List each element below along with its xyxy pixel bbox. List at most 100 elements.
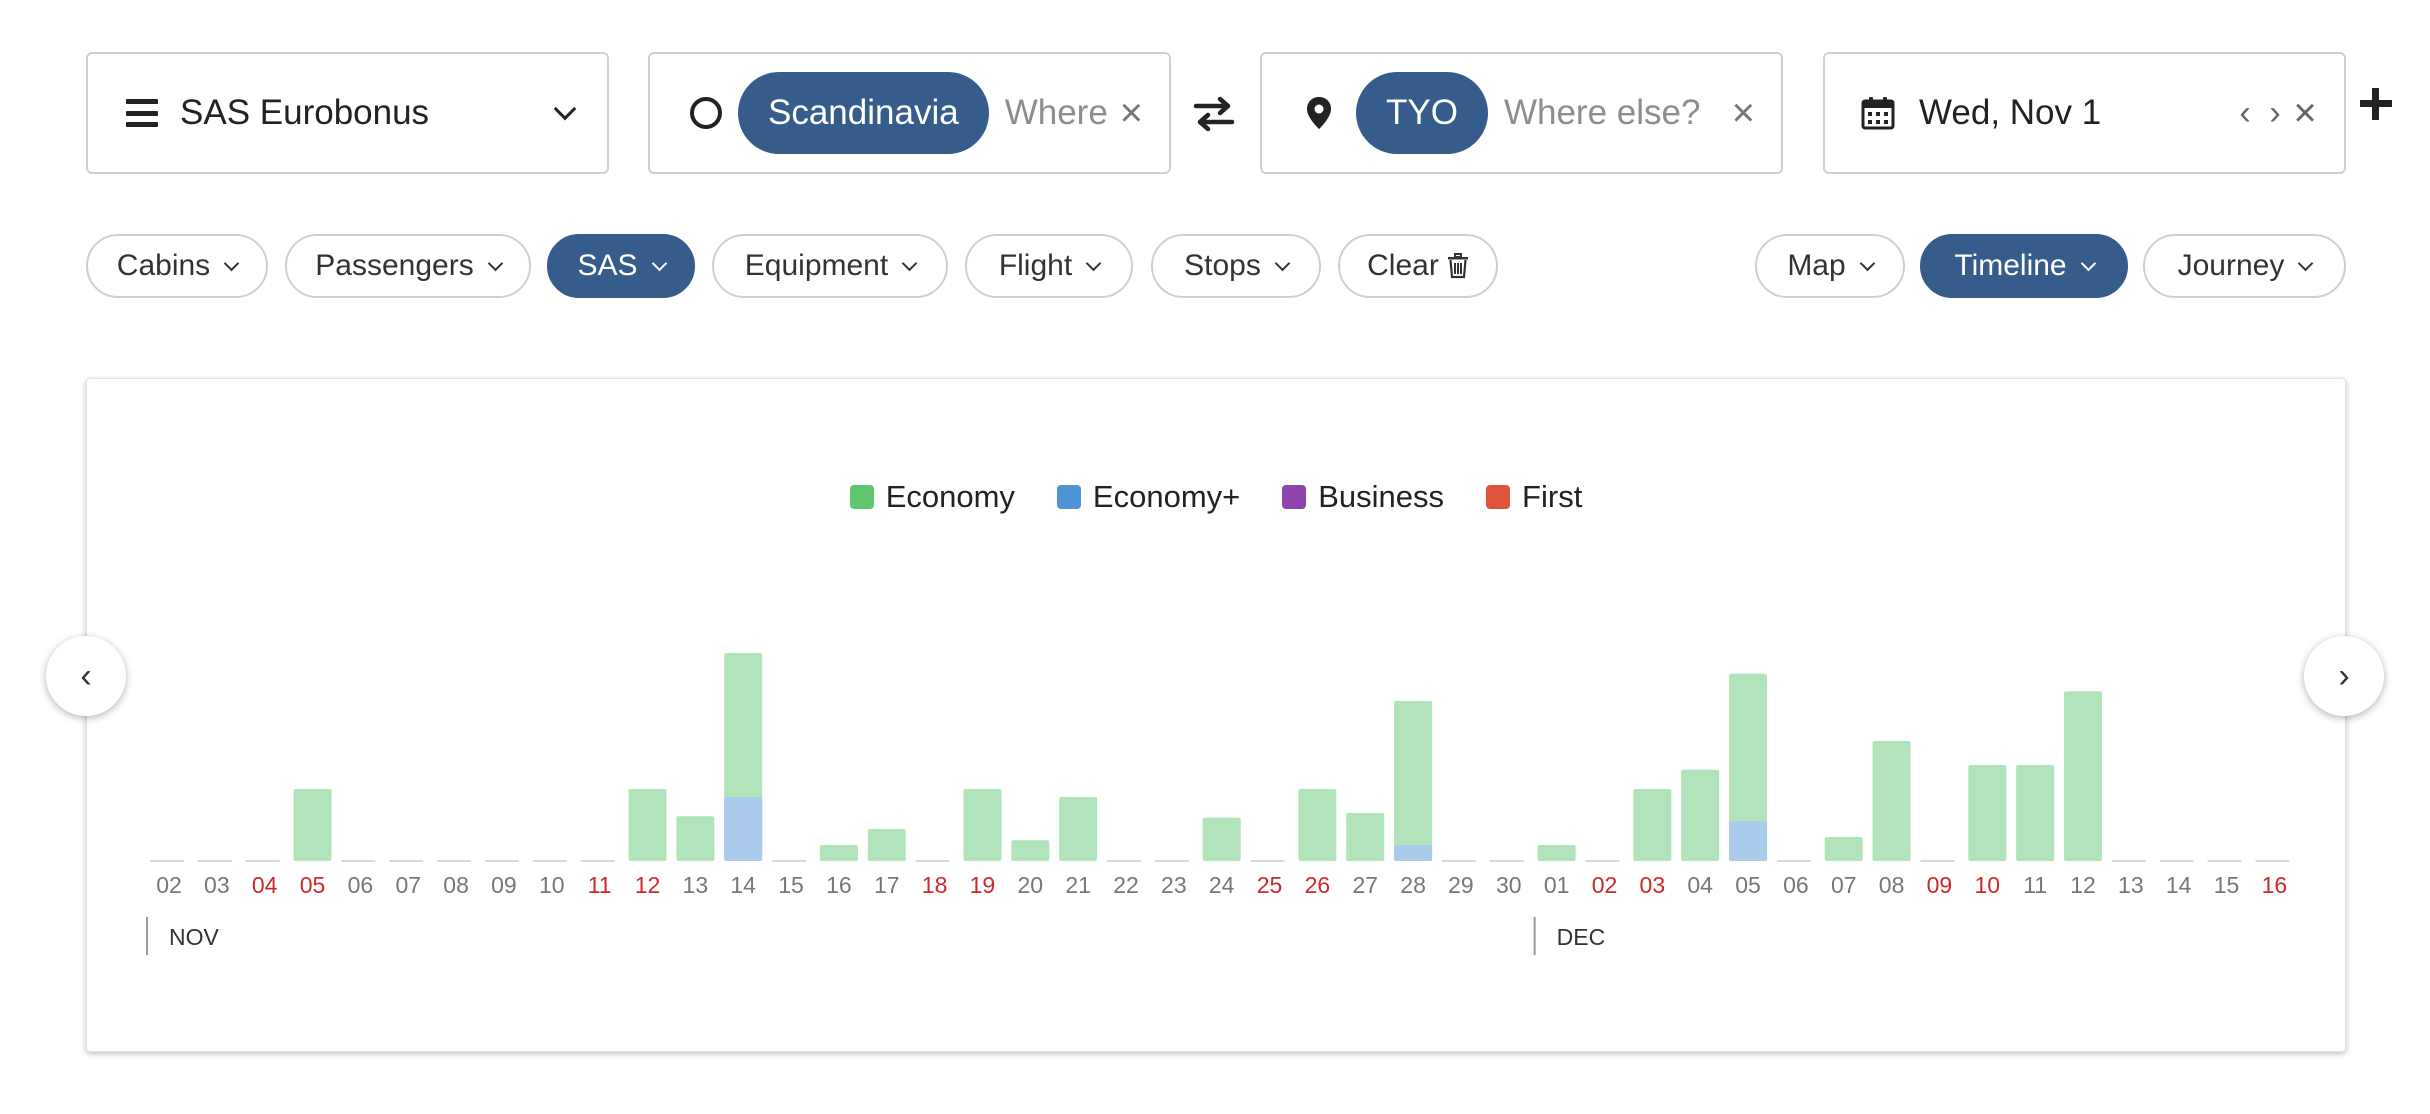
timeline-chart-card: 02 03 04 05 06 07 08 09 10 11 12 13 14 15 16 17 18 19 20 21… (86, 378, 2346, 1052)
month-label: NOV (169, 924, 220, 950)
trash-icon (1447, 253, 1468, 279)
bar-economy[interactable] (1202, 817, 1241, 861)
passengers-filter[interactable]: Passengers (285, 234, 531, 298)
clear-filters-button[interactable]: Clear (1338, 234, 1498, 298)
equipment-filter[interactable]: Equipment (712, 234, 948, 298)
bar-economy[interactable] (628, 789, 667, 861)
cabins-filter[interactable]: Cabins (86, 234, 268, 298)
bar-economy[interactable] (676, 816, 715, 861)
day-tick-label: 04 (252, 872, 278, 898)
chevron-down-icon (487, 255, 503, 271)
prev-date-icon[interactable]: ‹ (2239, 93, 2251, 132)
airline-filter[interactable]: SAS (547, 234, 695, 298)
stops-label: Stops (1184, 249, 1261, 282)
day-tick-label: 03 (204, 872, 230, 898)
clear-destination-icon[interactable]: × (1731, 91, 1755, 135)
chart-legend: Economy Economy+ Business First (87, 479, 2345, 515)
stops-filter[interactable]: Stops (1151, 234, 1321, 298)
flight-filter[interactable]: Flight (965, 234, 1133, 298)
bar-economy[interactable] (1298, 789, 1337, 861)
program-select[interactable]: SAS Eurobonus (86, 52, 609, 174)
airline-label: SAS (577, 249, 638, 282)
bar-economy[interactable] (1633, 789, 1672, 861)
bar-economy-plus[interactable] (1729, 821, 1768, 861)
day-tick-label: 28 (1400, 872, 1426, 898)
bar-economy[interactable] (1537, 845, 1576, 861)
destination-input[interactable]: Where else? (1503, 93, 1701, 132)
bar-economy[interactable] (1968, 765, 2007, 861)
day-tick-label: 10 (1975, 872, 2001, 898)
day-tick-label: 21 (1065, 872, 1091, 898)
equipment-label: Equipment (744, 249, 889, 282)
bar-economy[interactable] (1729, 673, 1768, 861)
bar-economy[interactable] (963, 789, 1002, 861)
day-tick-label: 08 (1879, 872, 1905, 898)
day-tick-label: 03 (1640, 872, 1666, 898)
legend-first[interactable]: First (1486, 479, 1582, 515)
origin-field[interactable]: Scandinavia Where × (648, 52, 1171, 174)
bar-economy-plus[interactable] (1394, 845, 1433, 861)
view-journey[interactable]: Journey (2143, 234, 2346, 298)
cabins-label: Cabins (116, 249, 211, 282)
day-tick-label: 24 (1209, 872, 1235, 898)
bar-economy[interactable] (293, 789, 332, 861)
timeline-chart: 02 03 04 05 06 07 08 09 10 11 12 13 14 15 16 17 18 19 20 21… (146, 653, 2290, 955)
day-tick-label: 16 (826, 872, 852, 898)
plus-icon[interactable] (2360, 88, 2392, 120)
bar-economy[interactable] (1824, 837, 1863, 861)
view-map[interactable]: Map (1755, 234, 1905, 298)
day-tick-label: 06 (1783, 872, 1809, 898)
origin-input[interactable]: Where (1004, 93, 1108, 132)
next-page-button[interactable]: › (2304, 636, 2384, 716)
month-label: DEC (1557, 924, 1606, 950)
origin-chip[interactable]: Scandinavia (738, 72, 989, 154)
program-label: SAS Eurobonus (180, 93, 430, 132)
chevron-down-icon (2298, 255, 2314, 271)
day-tick-label: 04 (1687, 872, 1713, 898)
day-tick-label: 01 (1544, 872, 1570, 898)
clear-date-icon[interactable]: × (2293, 90, 2317, 135)
bar-economy[interactable] (2064, 691, 2102, 861)
prev-page-button[interactable]: ‹ (46, 636, 126, 716)
clear-origin-icon[interactable]: × (1119, 91, 1143, 135)
next-date-icon[interactable]: › (2269, 93, 2281, 132)
destination-chip[interactable]: TYO (1356, 72, 1488, 154)
legend-economy-plus[interactable]: Economy+ (1056, 479, 1240, 515)
bar-economy-plus[interactable] (724, 797, 763, 861)
bar-economy[interactable] (1346, 813, 1385, 861)
swap-icon[interactable] (1192, 96, 1236, 132)
day-tick-label: 23 (1161, 872, 1187, 898)
legend-business[interactable]: Business (1282, 479, 1444, 515)
bar-economy[interactable] (1394, 701, 1433, 861)
bar-economy[interactable] (1872, 741, 1911, 861)
chevron-down-icon (1274, 255, 1291, 271)
day-tick-label: 15 (778, 872, 804, 898)
legend-economy[interactable]: Economy (849, 479, 1015, 515)
day-tick-label: 02 (1592, 872, 1618, 898)
day-tick-label: 22 (1113, 872, 1139, 898)
view-timeline[interactable]: Timeline (1920, 234, 2128, 298)
day-tick-label: 02 (156, 872, 182, 898)
day-tick-label: 27 (1352, 872, 1378, 898)
bar-economy[interactable] (867, 829, 906, 861)
day-tick-label: 07 (1831, 872, 1857, 898)
bar-economy[interactable] (1011, 840, 1050, 861)
day-tick-label: 05 (1735, 872, 1761, 898)
legend-first-swatch (1486, 485, 1511, 509)
date-label: Wed, Nov 1 (1919, 93, 2102, 132)
menu-icon (126, 99, 158, 127)
day-tick-label: 15 (2214, 872, 2240, 898)
destination-field[interactable]: TYO Where else? × (1260, 52, 1783, 174)
bar-economy[interactable] (1059, 797, 1098, 861)
bar-economy[interactable] (819, 845, 858, 861)
day-tick-label: 12 (2070, 872, 2096, 898)
date-field[interactable]: Wed, Nov 1 ‹ › × (1823, 52, 2346, 174)
day-tick-label: 13 (2118, 872, 2144, 898)
day-tick-label: 18 (922, 872, 948, 898)
chevron-down-icon (651, 255, 667, 271)
day-tick-label: 11 (2023, 872, 2047, 898)
day-tick-label: 17 (874, 872, 900, 898)
bar-economy[interactable] (1681, 769, 1720, 861)
bar-economy[interactable] (2016, 765, 2055, 861)
day-tick-label: 14 (2166, 872, 2192, 898)
